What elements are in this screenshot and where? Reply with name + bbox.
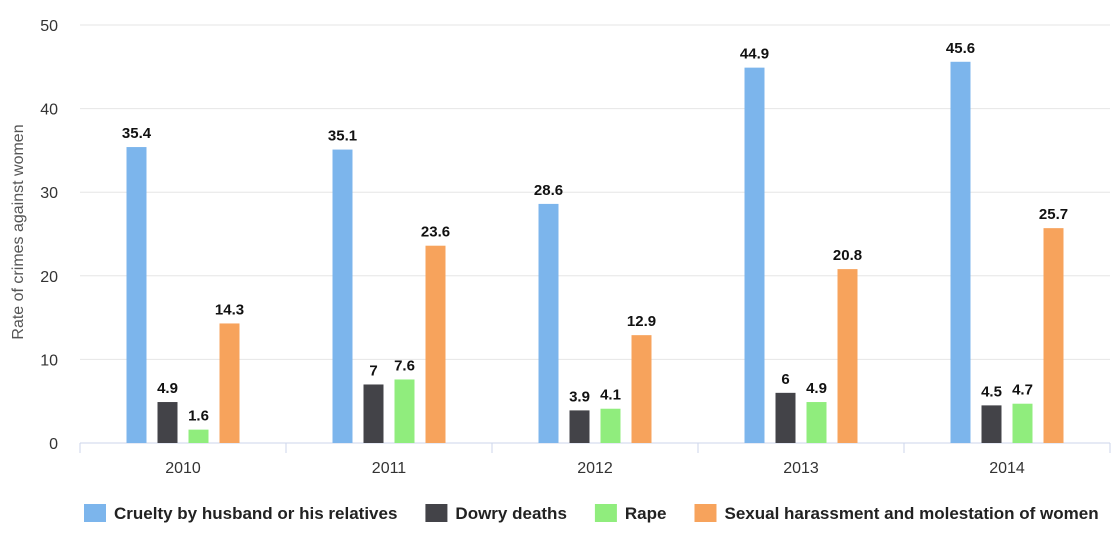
data-label: 7 (369, 362, 377, 379)
y-tick-label: 20 (40, 269, 58, 286)
data-label: 7.6 (394, 357, 415, 374)
y-tick-label: 40 (40, 102, 58, 119)
x-tick-label: 2014 (989, 460, 1025, 477)
x-tick-label: 2011 (372, 460, 407, 477)
data-label: 4.9 (806, 380, 827, 397)
x-tick-label: 2013 (783, 460, 819, 477)
legend[interactable]: Cruelty by husband or his relatives Dowry… (84, 504, 1099, 523)
bar-rape-2014[interactable] (1012, 403, 1033, 443)
data-label: 28.6 (534, 182, 563, 199)
x-tick-label: 2010 (165, 460, 201, 477)
data-label: 4.9 (157, 380, 178, 397)
legend-item-rape[interactable]: Rape (594, 504, 667, 523)
y-tick-label: 10 (40, 352, 58, 369)
bar-cruelty-by-husband-or-his-relatives-2012[interactable] (538, 203, 559, 443)
y-axis-title: Rate of crimes against women (10, 124, 27, 339)
data-label: 6 (781, 371, 789, 388)
legend-label: Rape (625, 504, 667, 523)
y-tick-label: 50 (40, 18, 58, 35)
legend-label: Dowry deaths (455, 504, 566, 523)
legend-swatch (425, 504, 448, 522)
legend-item-dowry-deaths[interactable]: Dowry deaths (425, 504, 567, 523)
bar-sexual-harassment-and-molestation-of-women-2011[interactable] (425, 245, 446, 443)
data-label: 4.1 (600, 387, 621, 404)
data-label: 1.6 (188, 408, 209, 425)
bar-dowry-deaths-2014[interactable] (981, 405, 1002, 443)
bar-cruelty-by-husband-or-his-relatives-2011[interactable] (332, 149, 353, 443)
bar-dowry-deaths-2012[interactable] (569, 410, 590, 443)
data-label: 44.9 (740, 46, 769, 63)
data-label: 12.9 (627, 313, 656, 330)
data-label: 23.6 (421, 224, 450, 241)
legend-swatch (84, 504, 106, 522)
legend-swatch (694, 504, 717, 522)
bar-cruelty-by-husband-or-his-relatives-2014[interactable] (950, 61, 971, 444)
bar-sexual-harassment-and-molestation-of-women-2013[interactable] (837, 269, 858, 443)
data-label: 25.7 (1039, 206, 1068, 223)
legend-item-cruelty-by-husband-or-his-relatives[interactable]: Cruelty by husband or his relatives (84, 504, 397, 523)
bar-sexual-harassment-and-molestation-of-women-2010[interactable] (219, 323, 240, 443)
data-labels: 35.4 4.9 1.6 14.3 35.1 7 7.6 23.6 28.6 3.9 4.1 12.9… (122, 40, 1068, 425)
data-label: 4.5 (981, 383, 1002, 400)
x-axis: 2010 2011 2012 2013 2014 (79, 442, 1111, 477)
bar-dowry-deaths-2011[interactable] (363, 384, 384, 443)
data-label: 35.4 (122, 125, 152, 142)
legend-label: Cruelty by husband or his relatives (114, 504, 397, 523)
bar-sexual-harassment-and-molestation-of-women-2012[interactable] (631, 335, 652, 443)
bar-cruelty-by-husband-or-his-relatives-2013[interactable] (744, 67, 765, 444)
data-label: 20.8 (833, 247, 862, 264)
grid-lines (80, 24, 1110, 360)
x-tick-label: 2012 (577, 460, 613, 477)
data-label: 45.6 (946, 40, 975, 57)
legend-item-sexual-harassment-and-molestation-of-women[interactable]: Sexual harassment and molestation of wom… (694, 504, 1099, 523)
legend-label: Sexual harassment and molestation of wom… (724, 504, 1098, 523)
legend-swatch (594, 504, 617, 522)
y-tick-label: 30 (40, 185, 58, 202)
bar-sexual-harassment-and-molestation-of-women-2014[interactable] (1043, 228, 1064, 443)
y-axis: 0 10 20 30 40 50 (40, 18, 58, 453)
bar-rape-2011[interactable] (394, 379, 415, 443)
bar-dowry-deaths-2010[interactable] (157, 402, 178, 443)
y-tick-label: 0 (49, 436, 58, 453)
bar-rape-2012[interactable] (600, 408, 621, 443)
data-label: 14.3 (215, 301, 244, 318)
bars (126, 61, 1064, 444)
data-label: 3.9 (569, 388, 590, 405)
bar-rape-2010[interactable] (188, 429, 209, 443)
data-label: 35.1 (328, 128, 357, 145)
data-label: 4.7 (1012, 382, 1033, 399)
bar-dowry-deaths-2013[interactable] (775, 392, 796, 443)
bar-rape-2013[interactable] (806, 402, 827, 443)
bar-cruelty-by-husband-or-his-relatives-2010[interactable] (126, 147, 147, 443)
